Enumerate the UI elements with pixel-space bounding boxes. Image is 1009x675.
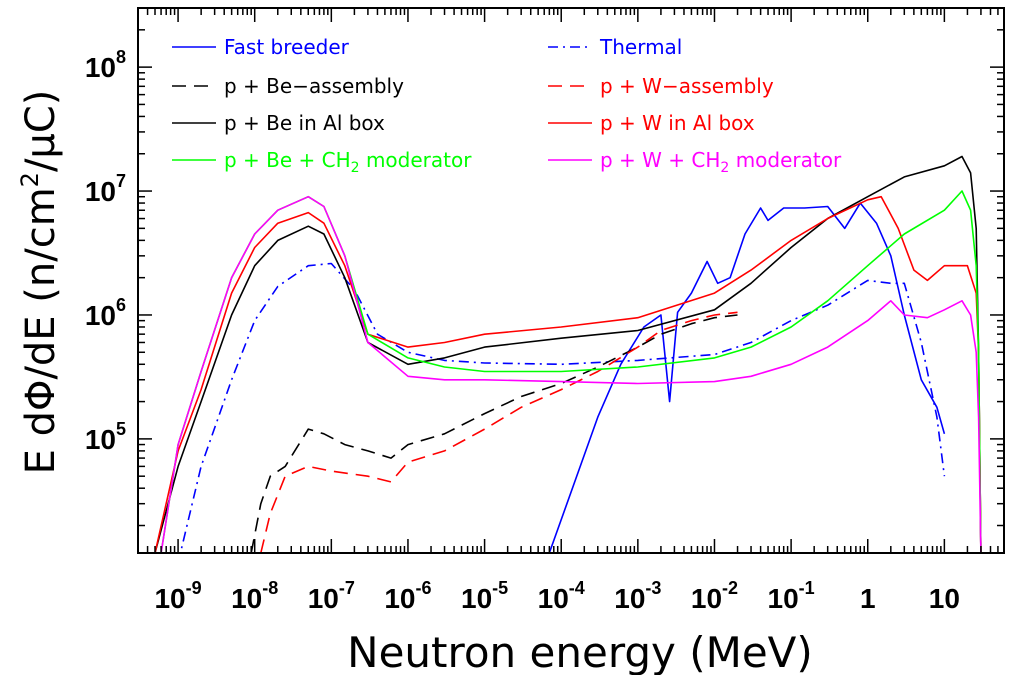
series-line-4 bbox=[154, 155, 982, 553]
x-tick-label-8: 10-1 bbox=[768, 578, 815, 614]
legend-label-0: Fast breeder bbox=[224, 35, 350, 59]
series-layer bbox=[154, 155, 982, 553]
x-tick-label-3: 10-6 bbox=[384, 578, 431, 614]
series-line-3 bbox=[260, 311, 738, 553]
x-tick-label-1: 10-8 bbox=[231, 578, 278, 614]
legend-label-2: p + Be−assembly bbox=[224, 74, 404, 98]
x-tick-label-10: 10 bbox=[929, 583, 960, 614]
x-tick-label-9: 1 bbox=[860, 583, 876, 614]
ticks-layer: 10-9 10-8 10-7 10-6 10-5 10-4 10-3 10-2 10-1 1 10 1… bbox=[85, 7, 1005, 614]
series-line-6 bbox=[160, 190, 982, 553]
x-tick-label-2: 10-7 bbox=[308, 578, 355, 614]
x-tick-label-0: 10-9 bbox=[154, 578, 201, 614]
x-tick-label-5: 10-4 bbox=[538, 578, 585, 614]
series-line-5 bbox=[154, 195, 982, 553]
legend-label-3: p + W−assembly bbox=[600, 74, 774, 98]
series-line-2 bbox=[250, 314, 738, 553]
legend-label-4: p + Be in Al box bbox=[224, 111, 385, 135]
x-tick-label-6: 10-3 bbox=[614, 578, 661, 614]
x-tick-label-4: 10-5 bbox=[461, 578, 508, 614]
legend-label-1: Thermal bbox=[599, 35, 682, 59]
legend: Fast breeder Thermal p + Be−assembly p + W−… bbox=[172, 35, 842, 176]
series-line-0 bbox=[548, 202, 946, 553]
y-tick-label-0: 105 bbox=[85, 419, 126, 455]
legend-label-7: p + W + CH2 moderator bbox=[600, 148, 842, 176]
y-tick-label-3: 108 bbox=[85, 47, 126, 83]
x-axis-title: Neutron energy (MeV) bbox=[347, 628, 813, 675]
y-axis-title: E dΦ/dE (n/cm2/μC) bbox=[16, 90, 64, 475]
y-tick-label-2: 107 bbox=[85, 171, 126, 207]
series-line-7 bbox=[160, 195, 982, 553]
series-line-1 bbox=[179, 262, 946, 553]
legend-label-5: p + W in Al box bbox=[600, 111, 755, 135]
legend-label-6: p + Be + CH2 moderator bbox=[224, 148, 472, 176]
y-tick-label-1: 106 bbox=[85, 295, 126, 331]
x-tick-label-7: 10-2 bbox=[691, 578, 738, 614]
plot-frame bbox=[137, 7, 1005, 554]
